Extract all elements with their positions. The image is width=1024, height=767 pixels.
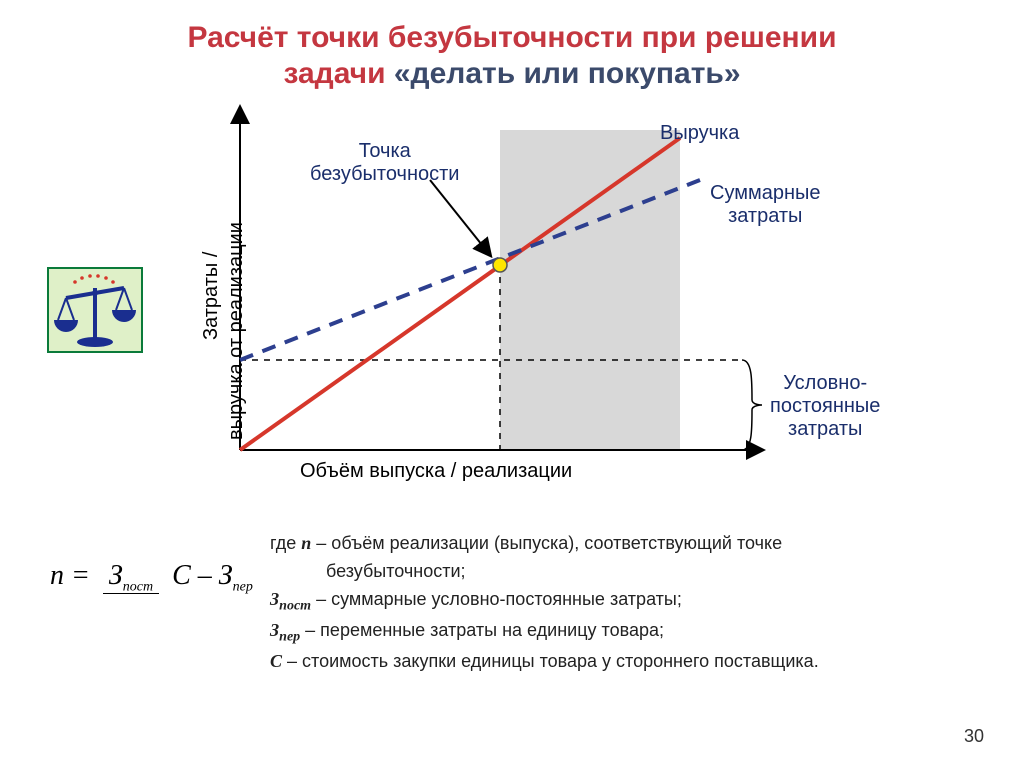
- formula-eq: =: [64, 560, 97, 591]
- breakeven-label: Точка безубыточности: [310, 140, 459, 186]
- breakeven-point-marker: [493, 258, 507, 272]
- legend: где n – объём реализации (выпуска), соот…: [270, 530, 819, 676]
- x-axis-label: Объём выпуска / реализации: [300, 460, 572, 483]
- scale-icon: [40, 260, 150, 360]
- breakeven-arrow: [430, 180, 490, 255]
- formula-fraction: Зпост С – Зпер: [103, 560, 259, 596]
- title-line2b: «делать или покупать»: [394, 57, 741, 90]
- shaded-region: [500, 130, 680, 450]
- title-line1: Расчёт точки безубыточности при решении: [187, 21, 836, 54]
- total-cost-label: Суммарные затраты: [710, 182, 821, 228]
- page-number: 30: [964, 726, 984, 747]
- breakeven-chart: Выручка Суммарные затраты Условно-постоя…: [180, 110, 780, 490]
- formula: n = Зпост С – Зпер: [50, 560, 259, 596]
- slide-title: Расчёт точки безубыточности при решении …: [0, 0, 1024, 92]
- y-axis-label-2: выручка от реализации: [225, 222, 248, 440]
- revenue-label: Выручка: [660, 122, 739, 145]
- fixed-cost-label: Условно-постоянные затраты: [770, 372, 880, 441]
- title-line2a: задачи: [283, 57, 393, 90]
- y-axis-label-1: Затраты /: [200, 252, 223, 340]
- brace-icon: [742, 360, 762, 450]
- formula-lhs: n: [50, 560, 64, 591]
